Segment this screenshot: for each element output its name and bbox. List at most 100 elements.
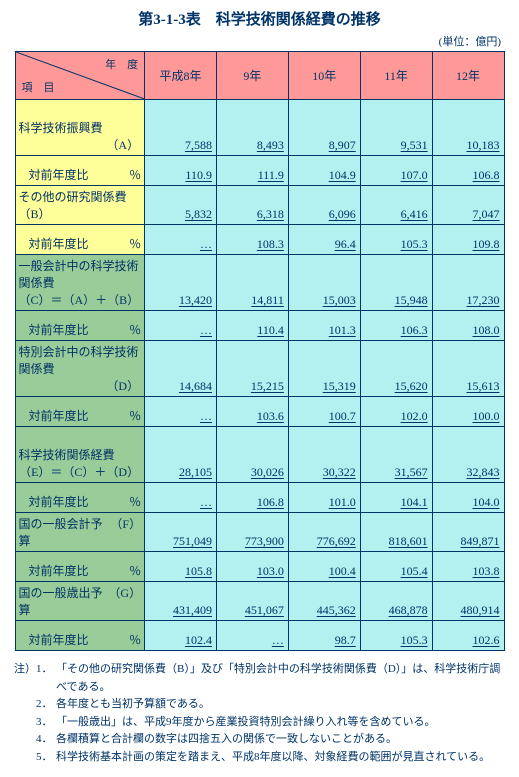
data-cell: 773,900 bbox=[216, 513, 288, 552]
note-line: 4．各欄積算と合計欄の数字は四捨五入の関係で一致しないことがある。 bbox=[14, 731, 501, 749]
data-cell: … bbox=[216, 621, 288, 651]
data-cell: 8,493 bbox=[216, 100, 288, 156]
data-cell: 10,183 bbox=[432, 100, 504, 156]
table-row: 対前年度比％105.8103.0100.4105.4103.8 bbox=[15, 552, 504, 582]
col-header: 9年 bbox=[216, 52, 288, 100]
data-cell: 102.4 bbox=[145, 621, 217, 651]
data-cell: 105.3 bbox=[360, 621, 432, 651]
data-cell: 818,601 bbox=[360, 513, 432, 552]
col-header: 11年 bbox=[360, 52, 432, 100]
data-cell: 105.3 bbox=[360, 225, 432, 255]
row-label: 国の一般歳出予算（G） bbox=[15, 582, 145, 621]
header-row: 年 度 項 目 平成8年9年10年11年12年 bbox=[15, 52, 504, 100]
data-cell: 30,322 bbox=[288, 427, 360, 483]
data-cell: 6,416 bbox=[360, 186, 432, 225]
data-cell: 17,230 bbox=[432, 255, 504, 311]
data-cell: 14,684 bbox=[145, 341, 217, 397]
label-main: 科学技術関係経費 bbox=[19, 446, 142, 463]
data-cell: 110.9 bbox=[145, 156, 217, 186]
label-main: 国の一般会計予算 bbox=[19, 515, 111, 549]
corner-year: 年 度 bbox=[105, 56, 138, 72]
row-label: 特別会計中の科学技術関係費（D） bbox=[15, 341, 145, 397]
data-cell: 849,871 bbox=[432, 513, 504, 552]
table-row: 対前年度比％…106.8101.0104.1104.0 bbox=[15, 483, 504, 513]
corner-item: 項 目 bbox=[22, 79, 55, 95]
table-row: 国の一般会計予算（F）751,049773,900776,692818,6018… bbox=[15, 513, 504, 552]
note-text: 「その他の研究関係費（B）」及び「特別会計中の科学技術関係費（D）」は、科学技術… bbox=[56, 661, 501, 696]
row-label: 国の一般会計予算（F） bbox=[15, 513, 145, 552]
ratio-left: 対前年度比 bbox=[29, 493, 89, 510]
label-sub: （A） bbox=[19, 136, 142, 153]
data-cell: 6,096 bbox=[288, 186, 360, 225]
table-row: 対前年度比％102.4…98.7105.3102.6 bbox=[15, 621, 504, 651]
data-cell: 751,049 bbox=[145, 513, 217, 552]
data-cell: 15,948 bbox=[360, 255, 432, 311]
ratio-left: 対前年度比 bbox=[29, 562, 89, 579]
ratio-right: ％ bbox=[129, 407, 141, 424]
col-header: 平成8年 bbox=[145, 52, 217, 100]
row-label: 一般会計中の科学技術関係費（C）＝（A）＋（B） bbox=[15, 255, 145, 311]
col-header: 10年 bbox=[288, 52, 360, 100]
label-sub: （C）＝（A）＋（B） bbox=[19, 291, 142, 308]
row-label: 対前年度比 ％ bbox=[15, 397, 145, 427]
data-cell: 9,531 bbox=[360, 100, 432, 156]
table-row: その他の研究関係費（B）5,8326,3186,0966,4167,047 bbox=[15, 186, 504, 225]
data-cell: 31,567 bbox=[360, 427, 432, 483]
data-cell: 431,409 bbox=[145, 582, 217, 621]
data-cell: 468,878 bbox=[360, 582, 432, 621]
note-prefix bbox=[14, 696, 36, 714]
row-label: 対前年度比％ bbox=[15, 156, 145, 186]
row-label: 科学技術関係経費（E）＝（C）＋（D） bbox=[15, 427, 145, 483]
data-cell: 445,362 bbox=[288, 582, 360, 621]
ratio-left: 対前年度比 bbox=[29, 631, 89, 648]
data-cell: 776,692 bbox=[288, 513, 360, 552]
note-text: 「一般歳出」は、平成9年度から産業投資特別会計繰り入れ等を含めている。 bbox=[56, 714, 501, 732]
ratio-right: ％ bbox=[129, 493, 141, 510]
data-cell: 15,215 bbox=[216, 341, 288, 397]
ratio-right: ％ bbox=[129, 166, 141, 183]
data-cell: 100.0 bbox=[432, 397, 504, 427]
data-cell: 101.0 bbox=[288, 483, 360, 513]
data-cell: 108.3 bbox=[216, 225, 288, 255]
note-prefix bbox=[14, 714, 36, 732]
data-cell: 15,319 bbox=[288, 341, 360, 397]
label-sub: （D） bbox=[19, 377, 142, 394]
note-prefix bbox=[14, 731, 36, 749]
data-table: 年 度 項 目 平成8年9年10年11年12年 科学技術振興費（A）7,5888… bbox=[15, 51, 505, 651]
data-cell: 102.0 bbox=[360, 397, 432, 427]
data-cell: 110.4 bbox=[216, 311, 288, 341]
table-row: 対前年度比％…103.6100.7102.0100.0 bbox=[15, 397, 504, 427]
table-row: 対前年度比％…108.396.4105.3109.8 bbox=[15, 225, 504, 255]
data-cell: 104.9 bbox=[288, 156, 360, 186]
data-cell: 105.4 bbox=[360, 552, 432, 582]
data-cell: … bbox=[145, 397, 217, 427]
data-cell: 102.6 bbox=[432, 621, 504, 651]
data-cell: 100.7 bbox=[288, 397, 360, 427]
data-cell: 101.3 bbox=[288, 311, 360, 341]
data-cell: 14,811 bbox=[216, 255, 288, 311]
data-cell: 6,318 bbox=[216, 186, 288, 225]
ratio-left: 対前年度比 bbox=[29, 407, 89, 424]
table-row: 対前年度比％110.9111.9104.9107.0106.8 bbox=[15, 156, 504, 186]
data-cell: 7,047 bbox=[432, 186, 504, 225]
note-number: 2． bbox=[36, 696, 56, 714]
ratio-right: ％ bbox=[129, 235, 141, 252]
data-cell: 98.7 bbox=[288, 621, 360, 651]
data-cell: 107.0 bbox=[360, 156, 432, 186]
table-row: 特別会計中の科学技術関係費（D）14,68415,21515,31915,620… bbox=[15, 341, 504, 397]
table-row: 一般会計中の科学技術関係費（C）＝（A）＋（B）13,42014,81115,0… bbox=[15, 255, 504, 311]
ratio-right: ％ bbox=[129, 562, 141, 579]
data-cell: 108.0 bbox=[432, 311, 504, 341]
data-cell: 30,026 bbox=[216, 427, 288, 483]
corner-cell: 年 度 項 目 bbox=[15, 52, 145, 100]
data-cell: 104.0 bbox=[432, 483, 504, 513]
unit-label: (単位：億円) bbox=[0, 33, 519, 51]
note-number: 4． bbox=[36, 731, 56, 749]
data-cell: 28,105 bbox=[145, 427, 217, 483]
data-cell: … bbox=[145, 483, 217, 513]
data-cell: 96.4 bbox=[288, 225, 360, 255]
table-title: 第3-1-3表 科学技術関係経費の推移 bbox=[0, 0, 519, 33]
data-cell: 103.8 bbox=[432, 552, 504, 582]
table-row: 国の一般歳出予算（G）431,409451,067445,362468,8784… bbox=[15, 582, 504, 621]
row-label: 対前年度比％ bbox=[15, 225, 145, 255]
